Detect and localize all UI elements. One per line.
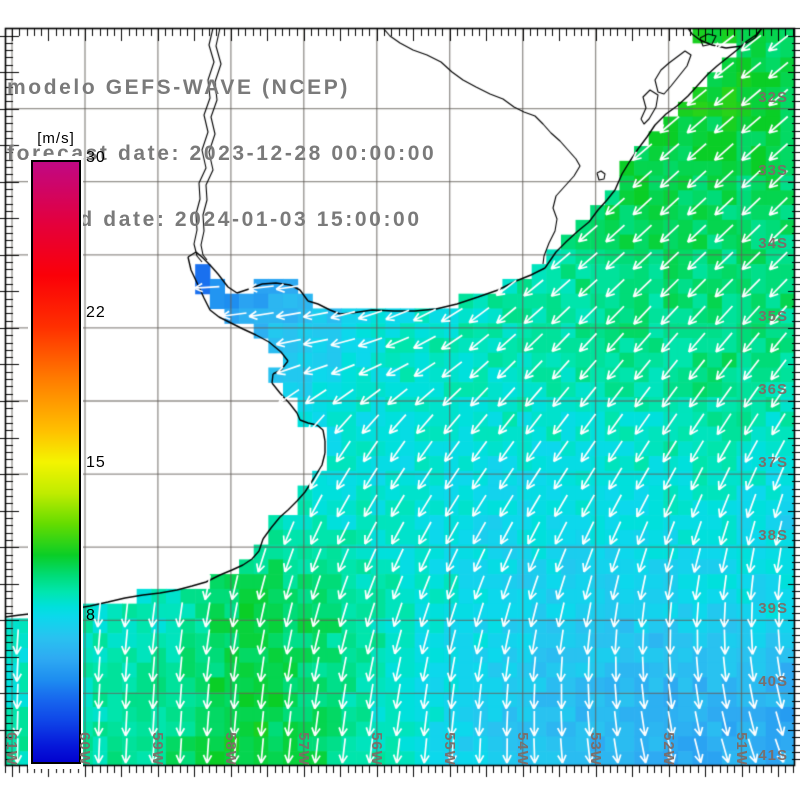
lat-label: 35S [758, 307, 788, 325]
lat-label: 36S [758, 381, 788, 398]
lat-label: 41S [758, 746, 788, 764]
lon-label: 60W [76, 732, 93, 766]
lon-label: 52W [659, 732, 677, 766]
lat-label: 32S [758, 88, 788, 106]
lon-label: 59W [148, 732, 166, 766]
colorbar-tick-label: 22 [86, 304, 106, 321]
lon-label: 51W [732, 732, 750, 766]
title-block: modelo GEFS-WAVE (NCEP) forecast date: 2… [7, 33, 436, 275]
colorbar-unit-label: [m/s] [37, 130, 75, 147]
forecast-date: forecast date: 2023-12-28 00:00:00 [7, 142, 437, 165]
lat-label: 37S [758, 454, 788, 472]
lat-label: 38S [758, 527, 788, 545]
lon-label: 54W [513, 732, 531, 766]
lat-label: 40S [758, 673, 788, 691]
lon-label: 55W [440, 732, 458, 766]
lon-label: 58W [221, 732, 239, 766]
lon-label: 57W [294, 732, 312, 766]
lat-label: 34S [758, 234, 788, 252]
lon-label: 53W [586, 732, 604, 766]
colorbar-tick-label: 8 [86, 607, 96, 624]
model-title: modelo GEFS-WAVE (NCEP) [7, 76, 350, 99]
lon-label: 61W [3, 732, 20, 766]
colorbar-tick-label: 30 [86, 149, 106, 166]
colorbar-gradient [31, 160, 81, 764]
colorbar-tick-label: 15 [86, 454, 106, 471]
lon-label: 56W [367, 732, 385, 766]
lat-label: 33S [758, 161, 788, 179]
colorbar-box [28, 156, 83, 769]
lat-label: 39S [758, 600, 788, 618]
